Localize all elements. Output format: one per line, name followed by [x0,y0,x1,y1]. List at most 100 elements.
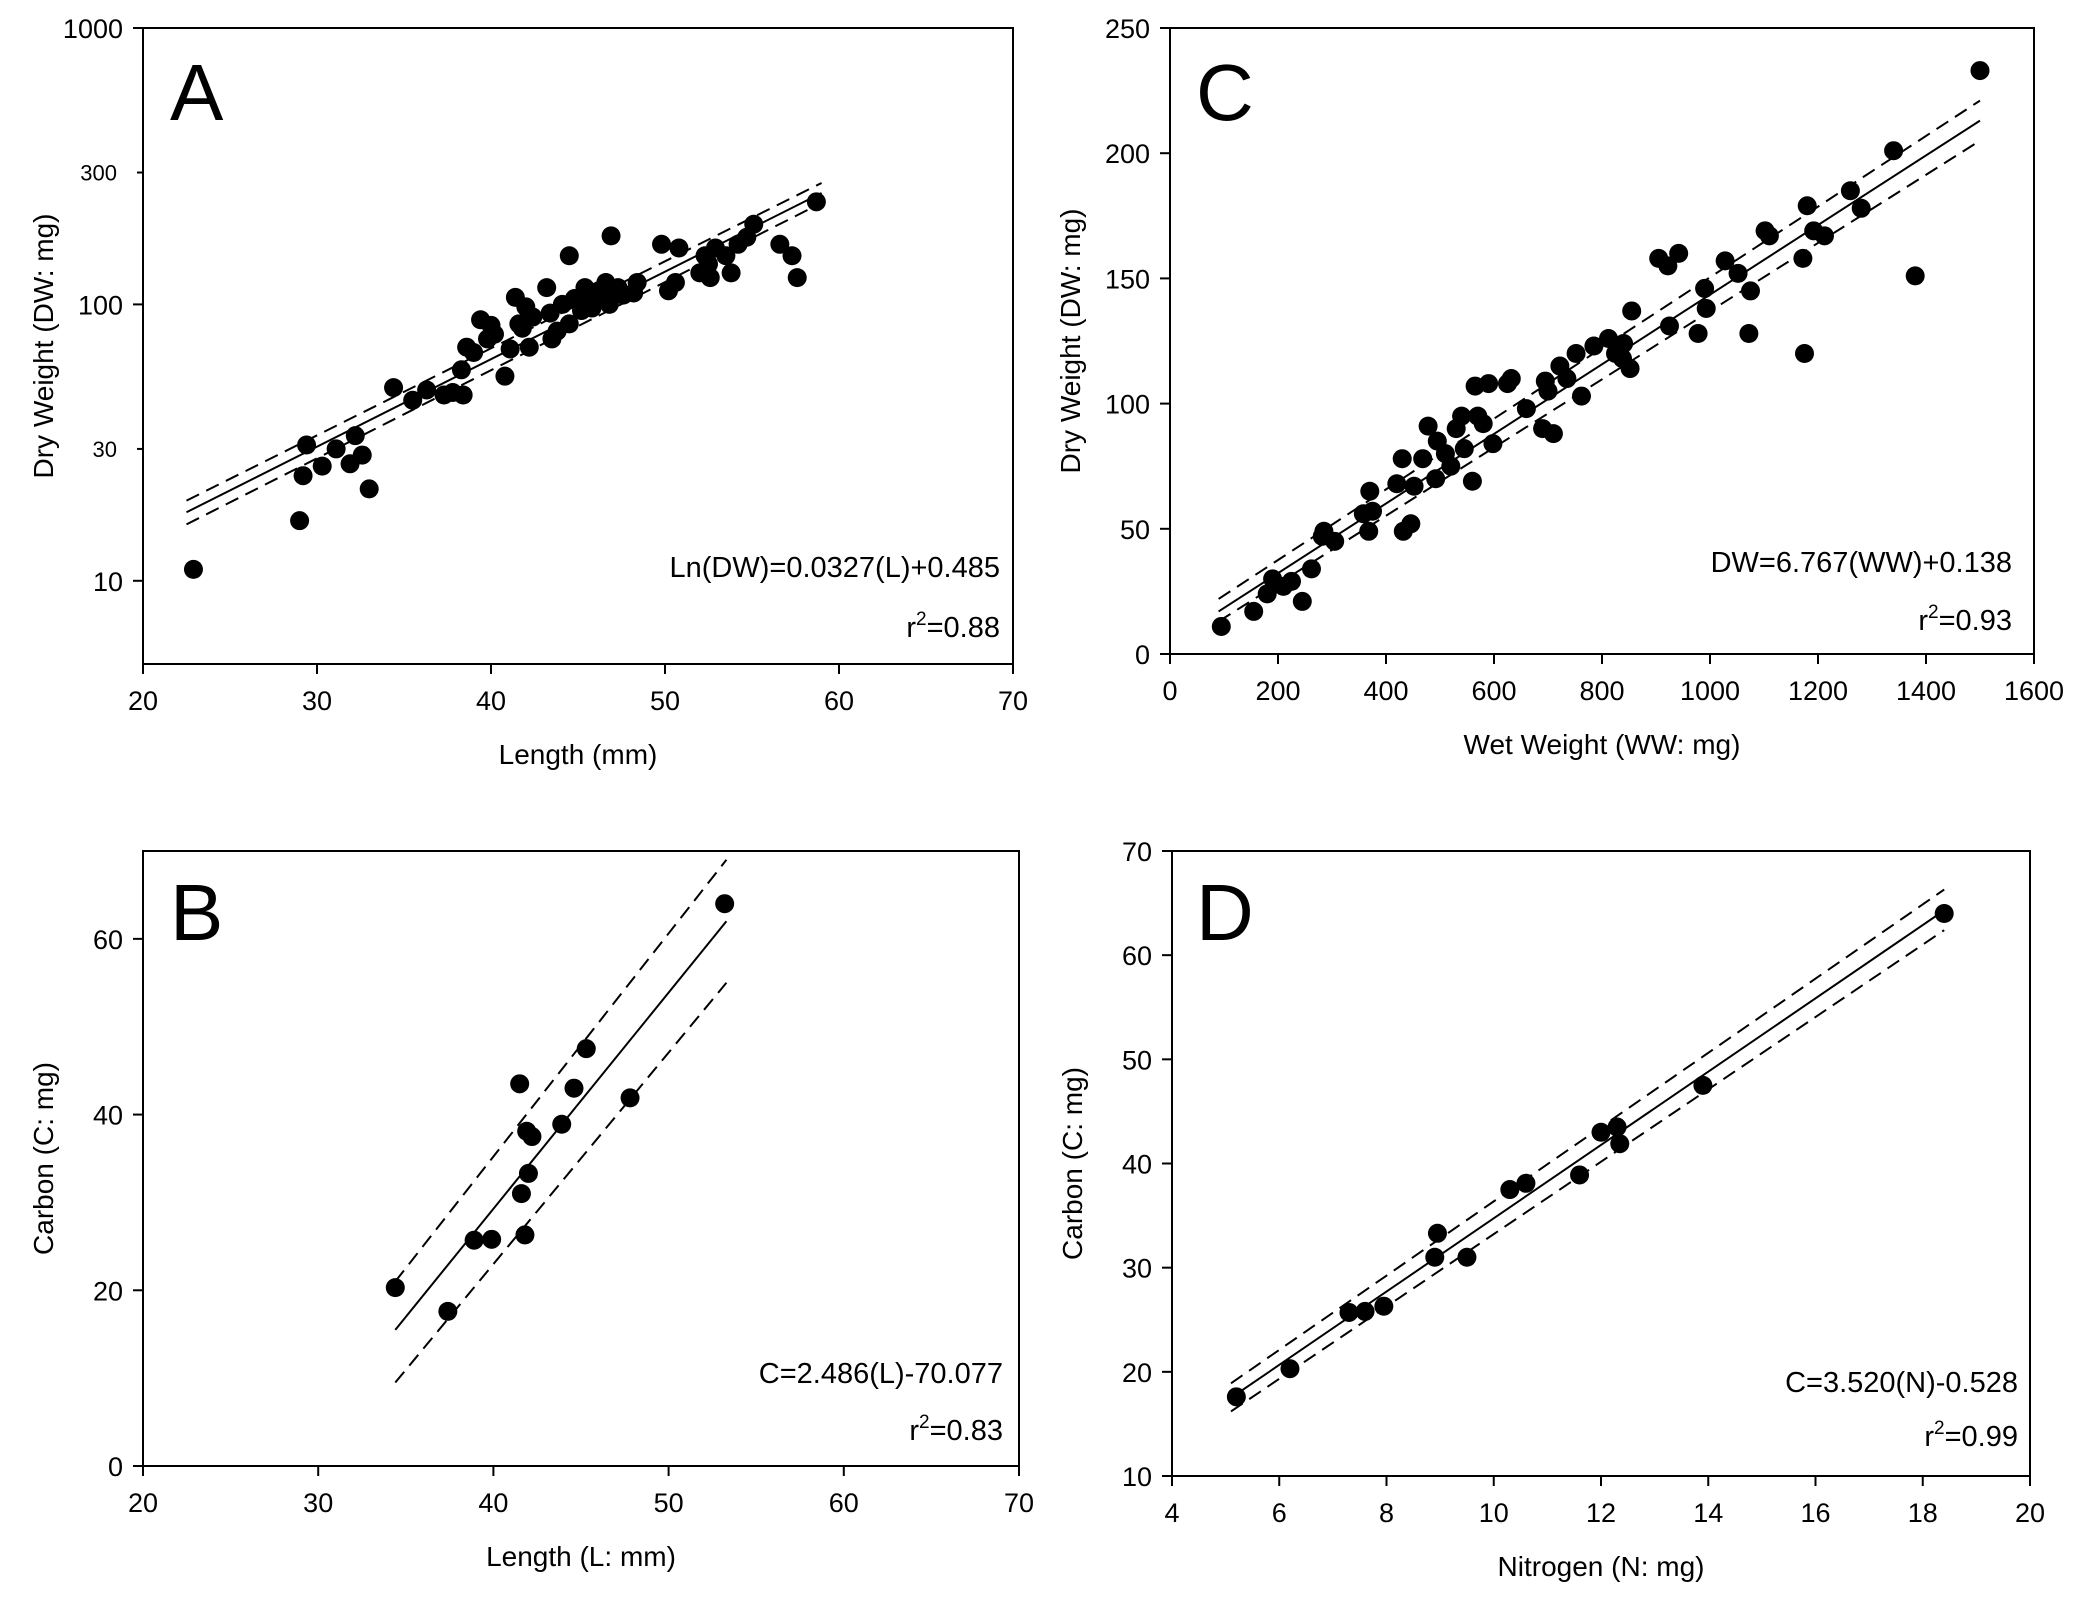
data-point [1884,141,1904,161]
data-point [1797,196,1817,216]
y-tick-label: 50 [1122,1045,1152,1075]
data-point [715,894,735,914]
data-point [1516,399,1536,419]
y-tick-label: 0 [1135,640,1150,670]
data-point [1360,481,1380,501]
x-tick-label: 0 [1162,676,1177,706]
data-point [1282,571,1301,591]
data-point [312,456,332,476]
x-tick-label: 40 [478,1488,508,1518]
x-tick-label: 50 [654,1488,684,1518]
data-point [652,234,672,254]
data-point [576,1039,596,1059]
data-point [1814,226,1834,246]
data-point [627,273,647,293]
data-point [183,559,203,579]
data-point [359,479,379,499]
data-point [482,1229,502,1249]
y-tick-label: 10 [1122,1462,1152,1492]
x-tick-label: 60 [824,686,854,716]
panel-d: 4 6 8 10 12 14 16 18 20 10 20 30 40 50 60 70 Nitrogen (N… [1057,837,2045,1582]
x-tick-label: 800 [1579,676,1624,706]
x-axis-title: Length (mm) [499,739,658,770]
y-tick-label: 70 [1122,837,1152,867]
data-point [669,238,689,258]
data-point [519,337,539,357]
y-tick-label: 150 [1105,264,1150,294]
data-point [1374,1296,1394,1316]
data-point [518,1163,538,1183]
data-point [559,314,579,334]
data-point [417,380,437,400]
panel-c: 0 200 400 600 800 1000 1200 1400 1600 0 50 100 150 20… [1055,14,2064,760]
plot-frame [142,850,1020,1467]
x-tick-label: 200 [1255,676,1300,706]
data-point [1418,416,1438,436]
x-axis-title: Wet Weight (WW: mg) [1464,729,1741,760]
data-point [438,1301,458,1321]
data-point [601,226,621,246]
data-point [1325,531,1345,551]
x-tick-label: 30 [303,1488,333,1518]
y-tick-label: 20 [1122,1358,1152,1388]
data-point [620,1088,640,1108]
data-point [1301,559,1321,579]
data-point [464,342,484,362]
regression-equation: DW=6.767(WW)+0.138 [1711,547,2012,579]
panel-letter: C [1196,48,1254,137]
data-point [716,246,736,266]
x-tick-label: 1400 [1896,676,1956,706]
y-axis-title: Carbon (C: mg) [28,1062,59,1255]
upper-confidence-band [1230,888,1945,1385]
data-point [1571,386,1591,406]
data-point [1339,1302,1359,1322]
data-point [1392,449,1412,469]
data-point [484,324,504,344]
x-tick-label: 40 [476,686,506,716]
data-point [384,378,404,398]
x-tick-label: 20 [128,1488,158,1518]
data-point [1355,1301,1375,1321]
x-tick-label: 16 [1800,1498,1830,1528]
data-point [345,426,365,446]
x-axis-title: Nitrogen (N: mg) [1498,1551,1705,1582]
data-point [1610,1134,1630,1154]
y-tick-label: 100 [1105,390,1150,420]
data-point [1934,904,1954,923]
data-point [1658,256,1678,276]
data-point [1387,474,1407,494]
x-tick-label: 60 [829,1488,859,1518]
y-tick-label: 40 [1122,1150,1152,1180]
y-tick-label: 60 [1122,941,1152,971]
y-tick-label: 200 [1105,139,1150,169]
x-tick-label: 20 [128,686,158,716]
data-point [1211,616,1231,636]
data-point [403,390,423,410]
y-tick-label: 250 [1105,14,1150,44]
data-point [1257,584,1277,604]
data-point [326,439,346,459]
data-point [1462,471,1482,491]
x-tick-label: 6 [1272,1498,1287,1528]
x-tick-label: 4 [1164,1498,1179,1528]
data-point [453,385,473,405]
y-minor-tick-label: 30 [93,437,117,462]
x-tick-label: 50 [650,686,680,716]
y-axis-title: Dry Weight (DW: mg) [1055,209,1086,474]
data-point [1970,61,1990,81]
data-point [523,307,543,327]
data-point [700,268,720,288]
y-tick-label: 1000 [63,14,123,44]
x-tick-label: 8 [1379,1498,1394,1528]
y-tick-label: 10 [93,567,123,597]
x-tick-label: 18 [1908,1498,1938,1528]
data-point [721,263,741,283]
data-point [787,268,807,288]
data-point [1226,1387,1246,1407]
data-point [385,1278,405,1298]
data-point [1851,198,1871,218]
data-point [500,339,520,359]
data-point [1598,328,1618,348]
data-point [511,1184,531,1204]
